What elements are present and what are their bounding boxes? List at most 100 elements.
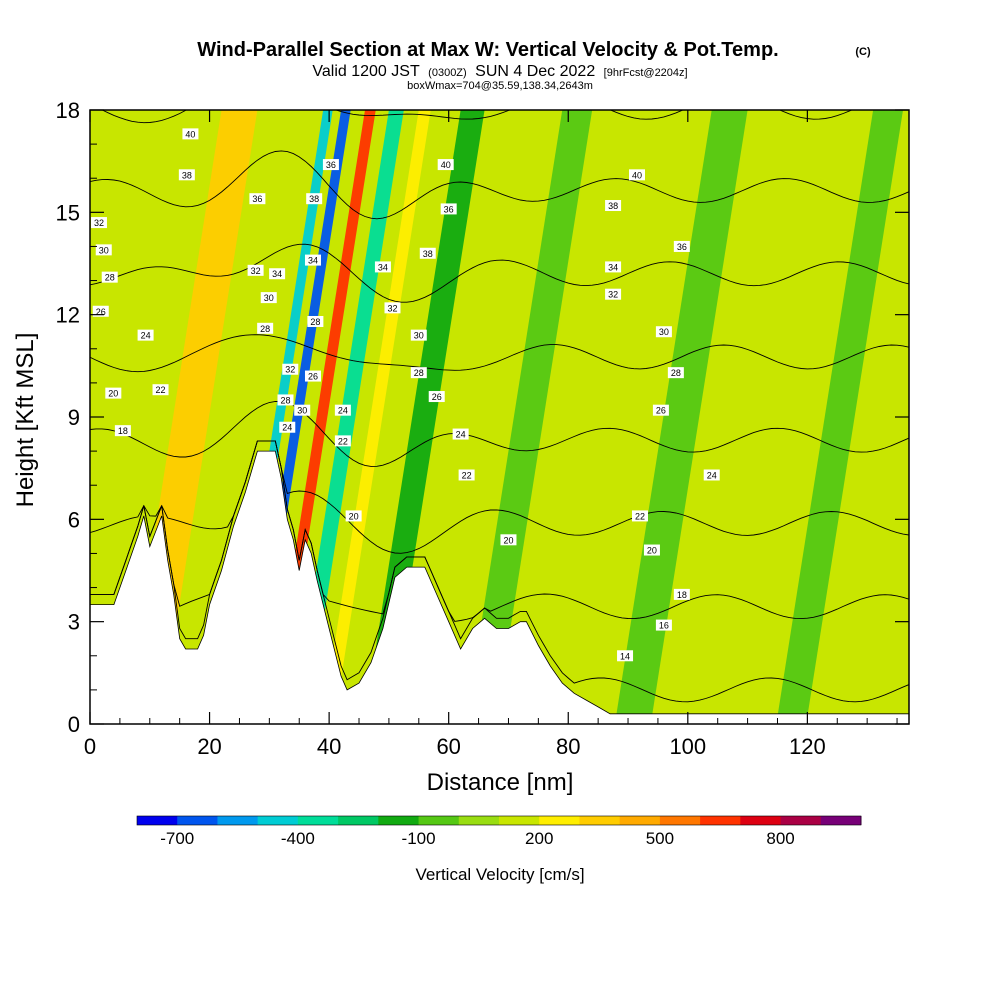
theta-label: 22 (338, 436, 348, 446)
x-tick-label: 0 (84, 734, 96, 759)
theta-label-box (667, 367, 684, 379)
colorbar-tick-label: 800 (766, 829, 794, 848)
theta-label-box (269, 268, 286, 280)
theta-label-box (152, 384, 169, 396)
theta-label-box (452, 428, 469, 440)
y-tick-label: 18 (56, 98, 80, 123)
colorbar-swatch (378, 816, 420, 825)
colorbar-tick-label: -700 (160, 829, 194, 848)
theta-label: 32 (251, 266, 261, 276)
colorbar-swatch (619, 816, 661, 825)
theta-label: 24 (338, 406, 348, 416)
theta-label-box (304, 254, 321, 266)
theta-label: 20 (108, 389, 118, 399)
theta-label-box (178, 169, 195, 181)
theta-label: 30 (414, 331, 424, 341)
x-axis-label: Distance [nm] (427, 769, 574, 796)
copyright-mark: (C) (855, 46, 871, 58)
theta-label: 30 (264, 293, 274, 303)
theta-label-box (105, 387, 122, 399)
theta-label: 40 (441, 160, 451, 170)
theta-label: 26 (432, 392, 442, 402)
theta-label: 22 (156, 385, 166, 395)
theta-label: 26 (656, 406, 666, 416)
colorbar-tick-label: -100 (402, 829, 436, 848)
theta-label: 38 (309, 194, 319, 204)
theta-label: 26 (308, 372, 318, 382)
colorbar-swatch (297, 816, 339, 825)
theta-label: 40 (185, 129, 195, 139)
theta-label: 22 (635, 511, 645, 521)
theta-label: 20 (349, 511, 359, 521)
theta-label: 32 (94, 218, 104, 228)
chart-title: Wind-Parallel Section at Max W: Vertical… (197, 39, 778, 61)
theta-label-box (410, 329, 427, 341)
theta-label-box (247, 264, 264, 276)
colorbar-swatch (338, 816, 379, 825)
theta-label-box (410, 367, 427, 379)
theta-contour (90, 400, 909, 467)
theta-label-box (114, 425, 131, 437)
forecast-info: [9hrFcst@2204z] (604, 67, 688, 79)
theta-contour (90, 243, 909, 303)
theta-label: 36 (677, 242, 687, 252)
theta-label-box (652, 404, 669, 416)
theta-label-box (95, 244, 112, 256)
theta-label: 24 (707, 470, 717, 480)
theta-label: 36 (252, 194, 262, 204)
x-tick-label: 100 (669, 734, 706, 759)
colorbar-tick-label: 500 (646, 829, 674, 848)
theta-label: 30 (297, 406, 307, 416)
theta-label: 28 (105, 273, 115, 283)
valid-time: Valid 1200 JST (312, 63, 420, 80)
theta-label: 24 (141, 331, 151, 341)
theta-label-box (703, 469, 720, 481)
theta-contour (90, 334, 909, 373)
colorbar-swatch (418, 816, 460, 825)
theta-label-box (500, 534, 517, 546)
x-tick-label: 60 (436, 734, 460, 759)
x-tick-label: 80 (556, 734, 580, 759)
x-tick-label: 120 (789, 734, 826, 759)
theta-label-box (137, 329, 154, 341)
theta-label: 14 (620, 651, 630, 661)
colorbar-swatch (700, 816, 741, 825)
x-tick-label: 40 (317, 734, 341, 759)
theta-label: 34 (308, 256, 318, 266)
theta-label: 20 (647, 546, 657, 556)
theta-label-box (257, 322, 274, 334)
theta-label: 32 (387, 303, 397, 313)
theta-label: 34 (378, 262, 388, 272)
colorbar-swatch (217, 816, 259, 825)
y-tick-label: 15 (56, 200, 80, 225)
theta-label-box (307, 315, 324, 327)
colorbar-swatch (539, 816, 580, 825)
theta-label: 28 (280, 395, 290, 405)
colorbar-swatch (137, 816, 178, 825)
theta-label-box (334, 404, 351, 416)
theta-label: 34 (608, 262, 618, 272)
theta-label: 30 (99, 245, 109, 255)
theta-label-box (294, 404, 311, 416)
velocity-band (321, 110, 431, 724)
colorbar-swatch (257, 816, 299, 825)
theta-label: 18 (677, 590, 687, 600)
theta-label: 38 (182, 170, 192, 180)
valid-line: Valid 1200 JST (0300Z) SUN 4 Dec 2022 [9… (312, 63, 687, 80)
theta-label: 28 (260, 324, 270, 334)
theta-label: 30 (659, 327, 669, 337)
theta-label-box (374, 261, 391, 273)
theta-label: 36 (444, 204, 454, 214)
colorbar-swatch (740, 816, 782, 825)
velocity-band (465, 110, 593, 724)
theta-label-box (334, 435, 351, 447)
colorbar-tick-label: -400 (281, 829, 315, 848)
y-tick-label: 12 (56, 303, 80, 328)
y-tick-label: 3 (68, 610, 80, 635)
theta-label-box (440, 203, 457, 215)
theta-label-box (282, 363, 299, 375)
theta-contour (90, 440, 909, 554)
theta-label: 24 (456, 430, 466, 440)
theta-contour (101, 110, 853, 124)
